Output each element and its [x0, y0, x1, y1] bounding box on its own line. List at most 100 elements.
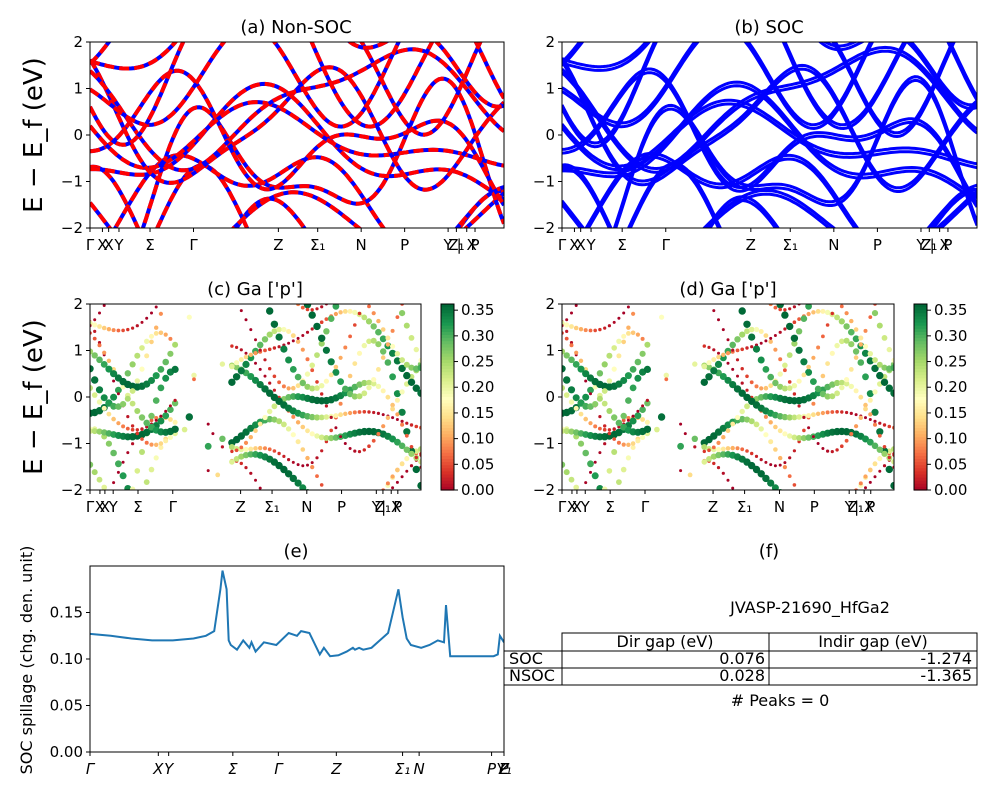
projection-point [393, 390, 401, 398]
projection-point [716, 354, 721, 360]
projection-point [93, 329, 97, 333]
band-line [562, 188, 977, 228]
projection-point [370, 380, 377, 387]
projection-point [346, 390, 354, 398]
projection-point [310, 465, 315, 470]
band-line [562, 80, 977, 200]
projection-point [154, 305, 158, 309]
projection-point [753, 326, 760, 333]
projection-point [792, 320, 797, 325]
projection-point [805, 304, 812, 310]
band-line [562, 42, 906, 127]
projection-point [357, 410, 362, 414]
projection-point [152, 372, 160, 380]
projection-point [757, 356, 765, 364]
projection-point [748, 326, 755, 333]
panel-c-xticks: Γ XXY Σ Γ Z Σ₁ N P YZ₁| XP [86, 490, 402, 516]
projection-point [305, 330, 310, 334]
projection-point [786, 352, 793, 358]
projection-point [773, 424, 778, 430]
projection-point [414, 424, 419, 429]
projection-point [220, 445, 224, 449]
panel-a-xticks: Γ XX Y Σ Γ Z Σ₁ N P YZ₁| XP [86, 228, 480, 254]
projection-point [110, 393, 118, 401]
projection-point [598, 426, 602, 431]
projection-point [119, 472, 127, 480]
projection-point [752, 345, 761, 353]
projection-point [376, 318, 381, 324]
projection-point [625, 455, 632, 461]
projection-point [768, 304, 773, 307]
projection-point [323, 435, 330, 441]
xtick-label: P [487, 760, 497, 778]
projection-point [313, 414, 321, 421]
colorbar-tick-label: 0.25 [461, 353, 494, 371]
projection-point [773, 447, 778, 452]
projection-point [740, 381, 744, 385]
projection-point [787, 380, 792, 384]
projection-point [891, 459, 894, 465]
projection-point [162, 358, 169, 366]
projection-point [721, 352, 726, 357]
band-line [90, 42, 483, 147]
projection-point [361, 342, 367, 349]
xtick-label: Σ [145, 236, 154, 254]
projection-point [253, 446, 258, 451]
projection-point [370, 323, 377, 330]
projection-point [611, 366, 617, 372]
projection-point [606, 408, 613, 414]
projection-point [266, 331, 273, 338]
projection-point [631, 311, 636, 316]
panel-c-title: (c) Ga ['p'] [207, 279, 303, 300]
projection-point [834, 342, 840, 349]
projection-point [863, 474, 868, 479]
projection-point [417, 364, 421, 372]
projection-point [825, 410, 830, 415]
projection-point [239, 445, 244, 450]
xtick-label: Γ [86, 498, 95, 516]
projection-point [149, 333, 154, 339]
projection-point [759, 386, 764, 391]
projection-point [577, 440, 585, 447]
projection-point [318, 414, 325, 421]
projection-point [372, 410, 376, 415]
projection-point [596, 370, 604, 377]
projection-point [777, 371, 783, 377]
projection-point [159, 299, 162, 302]
projection-point [254, 361, 257, 365]
projection-point [334, 426, 338, 430]
xtick-label: P [393, 498, 402, 516]
projection-point [791, 414, 798, 421]
projection-point [885, 465, 893, 474]
projection-point [318, 334, 326, 342]
projection-point [414, 455, 418, 460]
projection-point [759, 341, 763, 345]
ytick-label: 0 [73, 388, 83, 406]
projection-point [606, 468, 613, 474]
projection-point [299, 379, 306, 387]
projection-point [839, 304, 844, 309]
projection-point [192, 377, 196, 382]
projection-point [399, 357, 405, 363]
projection-point [167, 406, 174, 414]
projection-point [357, 450, 362, 454]
projection-point [882, 423, 887, 427]
projection-point [380, 355, 386, 360]
projection-point [872, 389, 878, 395]
projection-point [720, 446, 726, 452]
xtick-label: N [301, 498, 312, 516]
projection-point [301, 334, 305, 337]
projection-point [731, 486, 735, 490]
ytick-label: 2 [73, 295, 83, 313]
projection-point [639, 350, 646, 357]
projection-point [371, 311, 376, 316]
xtick-label: Y [580, 498, 591, 516]
projection-point [263, 358, 267, 362]
projection-point [706, 456, 712, 462]
projection-point [787, 433, 793, 439]
projection-point [764, 460, 768, 464]
projection-point [729, 381, 737, 389]
projection-point [338, 310, 343, 315]
projection-point [876, 361, 883, 368]
